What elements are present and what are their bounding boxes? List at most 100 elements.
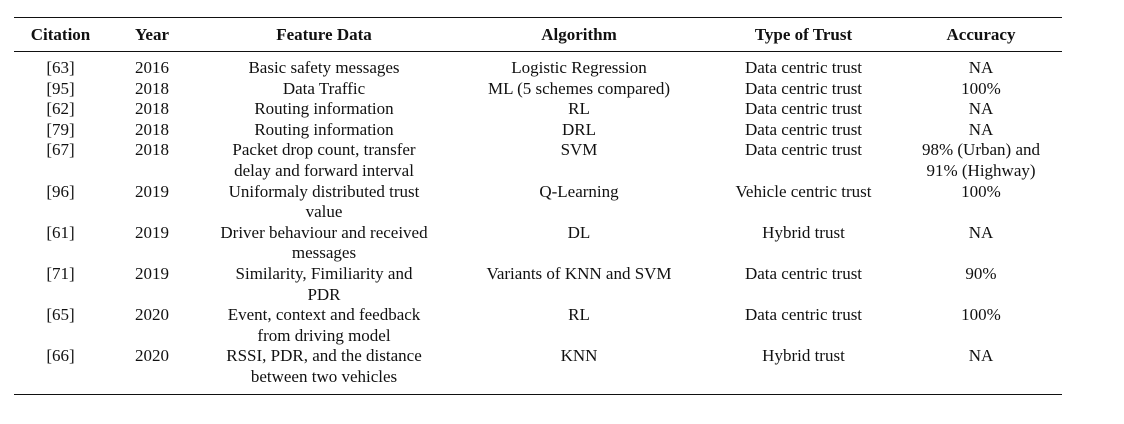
cell-type-of-trust: Data centric trust	[744, 58, 863, 77]
header-accuracy: Accuracy	[946, 24, 1016, 44]
table-row: [65] 2020 Event, context and feedback from …	[14, 305, 1062, 346]
cell-citation: [66]	[46, 346, 75, 366]
cell-type-of-trust: Data centric trust	[744, 140, 863, 160]
cell-feature-data-line: Data Traffic	[282, 78, 366, 98]
cell-algorithm: RL	[568, 305, 590, 325]
cell-accuracy: 100%	[900, 79, 1062, 100]
cell-type-of-trust: Data centric trust	[744, 305, 863, 325]
cell-algorithm: Q-Learning	[539, 181, 619, 201]
cell-accuracy: NA	[900, 99, 1062, 120]
cell-year: 2018	[135, 99, 169, 119]
cell-year: 2018	[135, 78, 169, 98]
cell-citation: [96]	[46, 181, 75, 201]
cell-feature-data-line: Similarity, Fimiliarity and	[235, 263, 413, 283]
cell-accuracy-line: 90%	[965, 263, 997, 283]
cell-feature-data: Basic safety messages	[197, 52, 451, 79]
cell-accuracy-line: 98% (Urban) and	[921, 140, 1040, 160]
header-type-of-trust: Type of Trust	[754, 24, 853, 44]
cell-feature-data-line: Driver behaviour and received	[220, 222, 428, 242]
cell-accuracy-line: 100%	[961, 181, 1001, 201]
header-citation: Citation	[30, 24, 91, 44]
cell-type-of-trust: Data centric trust	[744, 78, 863, 98]
cell-citation: [67]	[46, 140, 75, 160]
cell-year: 2016	[135, 58, 169, 77]
cell-feature-data-line: Basic safety messages	[248, 58, 400, 77]
cell-feature-data: Similarity, Fimiliarity and PDR	[197, 264, 451, 305]
cell-citation: [79]	[46, 119, 75, 139]
table-row: [95] 2018 Data Traffic ML (5 schemes compar…	[14, 79, 1062, 100]
cell-accuracy: 90%	[900, 264, 1062, 305]
cell-feature-data-line: between two vehicles	[250, 366, 398, 386]
table-row: [62] 2018 Routing information RL Data centri…	[14, 99, 1062, 120]
header-year: Year	[135, 24, 169, 44]
cell-year: 2020	[135, 305, 169, 325]
cell-year: 2018	[135, 140, 169, 160]
header-feature-data: Feature Data	[276, 24, 372, 44]
cell-type-of-trust: Data centric trust	[744, 263, 863, 283]
cell-feature-data: Data Traffic	[197, 79, 451, 100]
cell-accuracy-line: NA	[968, 119, 994, 139]
cell-feature-data-line: Routing information	[254, 99, 394, 119]
cell-accuracy: NA	[900, 120, 1062, 141]
cell-accuracy-line: NA	[968, 99, 994, 119]
table-body: [63] 2016 Basic safety messages Logistic Re…	[14, 52, 1062, 394]
cell-feature-data-line: from driving model	[257, 325, 391, 345]
cell-year: 2020	[135, 346, 169, 366]
cell-feature-data-line: Packet drop count, transfer	[232, 140, 416, 160]
table-row: [96] 2019 Uniformaly distributed trust valu…	[14, 182, 1062, 223]
cell-year: 2019	[135, 181, 169, 201]
cell-feature-data: Uniformaly distributed trust value	[197, 182, 451, 223]
table-row: [63] 2016 Basic safety messages Logistic Re…	[14, 52, 1062, 79]
cell-citation: [71]	[46, 263, 75, 283]
cell-algorithm: RL	[568, 99, 590, 119]
cell-year: 2019	[135, 222, 169, 242]
cell-citation: [95]	[46, 78, 75, 98]
cell-accuracy: NA	[900, 52, 1062, 79]
header-row: Citation Year Feature Data Algorithm Typ…	[14, 17, 1062, 52]
cell-feature-data-line: Uniformaly distributed trust	[228, 181, 420, 201]
table-row: [79] 2018 Routing information DRL Data centr…	[14, 120, 1062, 141]
cell-algorithm: ML (5 schemes compared)	[487, 78, 671, 98]
cell-feature-data: Routing information	[197, 99, 451, 120]
cell-type-of-trust: Data centric trust	[744, 99, 863, 119]
cell-year: 2018	[135, 119, 169, 139]
cell-citation: [62]	[46, 99, 75, 119]
header-algorithm: Algorithm	[541, 24, 617, 44]
cell-feature-data: Event, context and feedback from driving …	[197, 305, 451, 346]
cell-feature-data-line: Event, context and feedback	[227, 305, 421, 325]
cell-accuracy: 100%	[900, 182, 1062, 223]
trust-comparison-table: Citation Year Feature Data Algorithm Typ…	[14, 17, 1062, 395]
cell-feature-data-line: value	[305, 202, 343, 222]
cell-accuracy-line: NA	[968, 346, 994, 366]
cell-algorithm: SVM	[560, 140, 598, 160]
cell-feature-data-line: PDR	[307, 284, 341, 304]
cell-feature-data: Driver behaviour and received messages	[197, 223, 451, 264]
cell-feature-data: Packet drop count, transfer delay and for…	[197, 140, 451, 181]
cell-feature-data: RSSI, PDR, and the distance between two v…	[197, 346, 451, 394]
cell-citation: [61]	[46, 222, 75, 242]
table-row: [67] 2018 Packet drop count, transfer delay…	[14, 140, 1062, 181]
cell-algorithm: Logistic Regression	[511, 58, 647, 77]
cell-accuracy-line: 100%	[961, 305, 1001, 325]
cell-type-of-trust: Hybrid trust	[762, 346, 845, 366]
table-row: [61] 2019 Driver behaviour and received mes…	[14, 223, 1062, 264]
cell-accuracy-line: NA	[968, 222, 994, 242]
cell-accuracy: 100%	[900, 305, 1062, 346]
cell-citation: [63]	[46, 58, 75, 77]
cell-feature-data-line: messages	[291, 243, 357, 263]
cell-feature-data-line: Routing information	[254, 119, 394, 139]
cell-algorithm: DL	[567, 222, 591, 242]
cell-accuracy-line: 91% (Highway)	[926, 160, 1036, 180]
cell-type-of-trust: Hybrid trust	[762, 222, 845, 242]
table-header: Citation Year Feature Data Algorithm Typ…	[14, 17, 1062, 52]
cell-accuracy: 98% (Urban) and 91% (Highway)	[900, 140, 1062, 181]
cell-accuracy: NA	[900, 223, 1062, 264]
cell-algorithm: KNN	[560, 346, 598, 366]
cell-algorithm: Variants of KNN and SVM	[486, 263, 672, 283]
cell-algorithm: DRL	[562, 119, 596, 139]
cell-feature-data: Routing information	[197, 120, 451, 141]
cell-type-of-trust: Vehicle centric trust	[735, 181, 872, 201]
results-table-container: Citation Year Feature Data Algorithm Typ…	[14, 17, 1062, 395]
table-row: [71] 2019 Similarity, Fimiliarity and PDR Va…	[14, 264, 1062, 305]
cell-accuracy-line: 100%	[961, 78, 1001, 98]
